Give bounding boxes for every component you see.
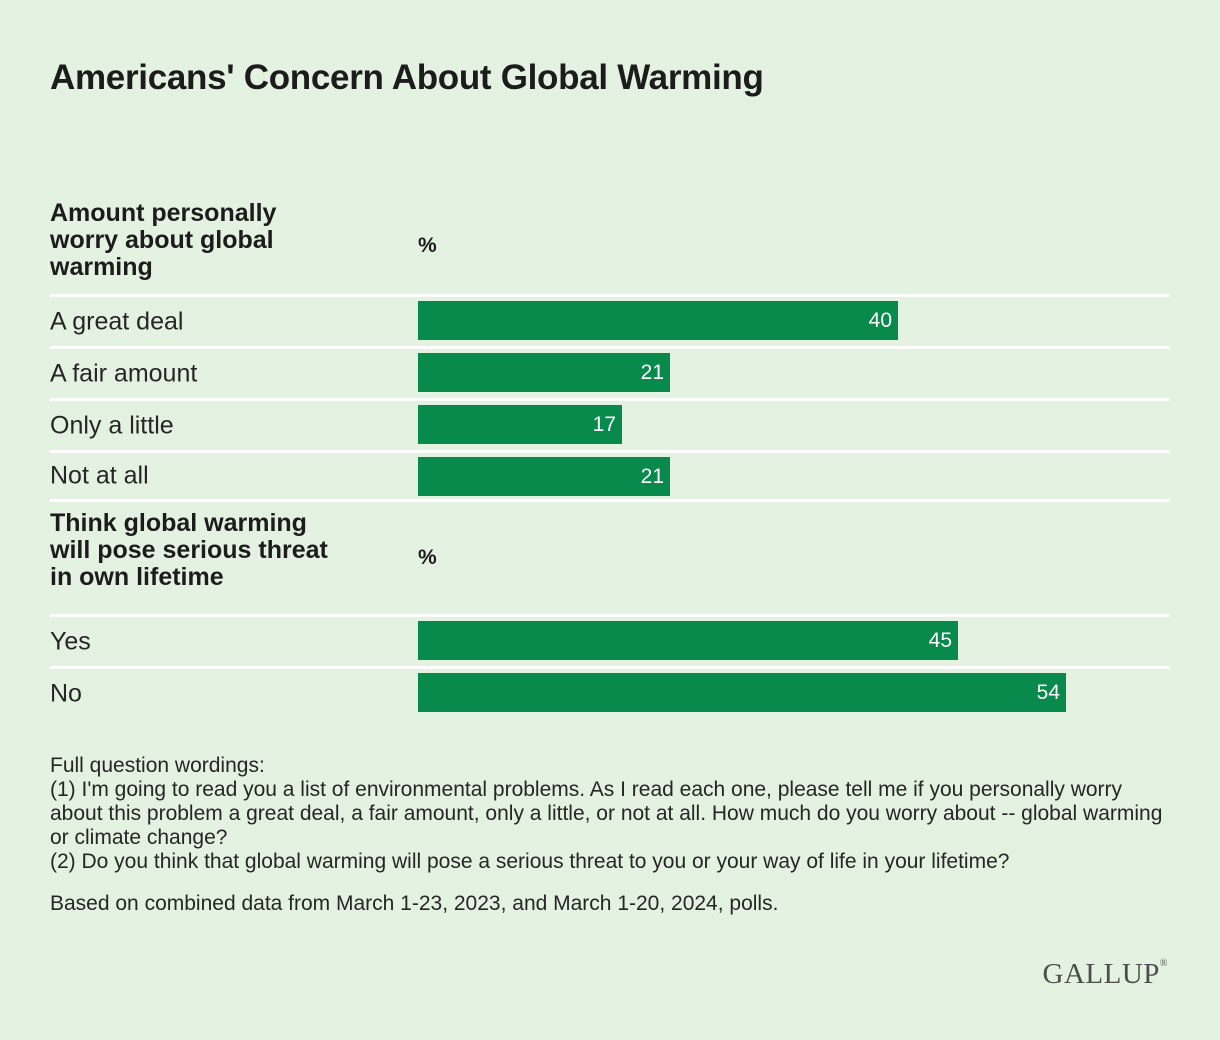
section-heading: Think global warming will pose serious t… bbox=[50, 509, 328, 591]
logo-text: GALLUP bbox=[1042, 958, 1160, 990]
chart-title: Americans' Concern About Global Warming bbox=[50, 58, 764, 97]
note-line: (2) Do you think that global warming wil… bbox=[50, 850, 1010, 873]
category-label: Yes bbox=[50, 627, 91, 655]
bar-row: No 54 bbox=[50, 666, 1170, 718]
note-line: (1) I'm going to read you a list of envi… bbox=[50, 778, 1163, 849]
section-heading: Amount personally worry about global war… bbox=[50, 199, 277, 281]
note-line: Full question wordings: bbox=[50, 754, 265, 777]
bar-row: Only a little 17 bbox=[50, 398, 1170, 450]
data-label: 45 bbox=[928, 628, 952, 652]
unit-label: % bbox=[418, 546, 437, 569]
category-label: No bbox=[50, 679, 82, 707]
bar: 45 bbox=[418, 621, 958, 660]
gallup-logo: GALLUP® bbox=[1043, 958, 1169, 991]
bar-row: Yes 45 bbox=[50, 614, 1170, 666]
unit-label: % bbox=[418, 234, 437, 257]
bar-row: A fair amount 21 bbox=[50, 346, 1170, 398]
bar-chart: Amount personally worry about global war… bbox=[50, 198, 1170, 718]
data-label: 21 bbox=[640, 464, 664, 488]
bar: 17 bbox=[418, 405, 622, 444]
bar: 21 bbox=[418, 353, 670, 392]
category-label: Only a little bbox=[50, 411, 174, 439]
registered-mark: ® bbox=[1159, 958, 1168, 969]
data-label: 17 bbox=[592, 412, 616, 436]
bar: 54 bbox=[418, 673, 1066, 712]
data-label: 40 bbox=[868, 308, 892, 332]
bar: 21 bbox=[418, 457, 670, 496]
section-header-worry: Amount personally worry about global war… bbox=[50, 198, 1170, 294]
data-label: 21 bbox=[640, 360, 664, 384]
data-label: 54 bbox=[1036, 680, 1060, 704]
category-label: A fair amount bbox=[50, 359, 198, 387]
bar: 40 bbox=[418, 301, 898, 340]
data-basis-note: Based on combined data from March 1-23, … bbox=[50, 892, 779, 915]
bar-row: A great deal 40 bbox=[50, 294, 1170, 346]
footnotes: Full question wordings: (1) I'm going to… bbox=[50, 754, 1170, 916]
section-header-threat: Think global warming will pose serious t… bbox=[50, 502, 1170, 614]
category-label: Not at all bbox=[50, 461, 149, 490]
bar-row: Not at all 21 bbox=[50, 450, 1170, 502]
category-label: A great deal bbox=[50, 307, 184, 335]
